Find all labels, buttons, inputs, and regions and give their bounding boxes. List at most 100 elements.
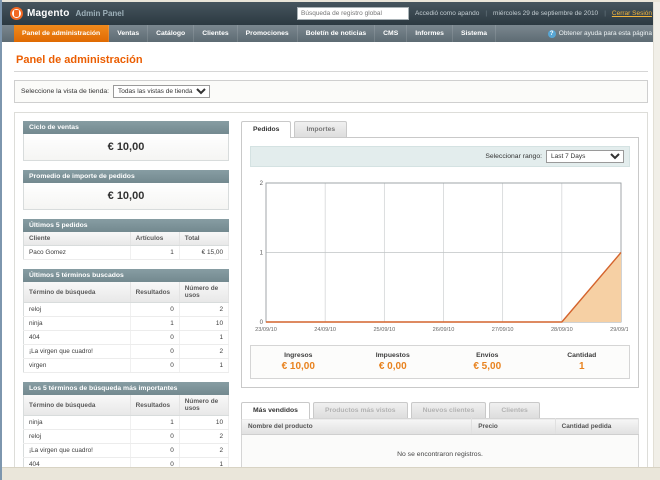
totals-bar: Ingresos € 10,00 Impuestos € 0,00 Envíos… [250,345,630,379]
header-separator: | [485,10,488,17]
nav-item-catalogo[interactable]: Catálogo [148,25,195,42]
col-precio: Precio [471,418,556,435]
col-nombre-producto: Nombre del producto [241,418,473,435]
cell-resultados: 0 [130,302,180,317]
table-row[interactable]: 404 0 1 [23,330,230,345]
window-edge-bottom [2,467,660,480]
svg-text:26/09/10: 26/09/10 [433,327,455,333]
nav-item-boletin[interactable]: Boletín de noticias [298,25,376,42]
cell-usos: 2 [179,429,230,444]
col-resultados: Resultados [130,395,180,416]
average-orders-value: € 10,00 [23,183,229,210]
cell-usos: 10 [179,316,230,331]
get-help-link[interactable]: ? Obtener ayuda para esta página [547,25,652,42]
top-search-terms-title: Los 5 términos de búsqueda más important… [23,382,229,395]
top-search-terms-card: Los 5 términos de búsqueda más important… [23,382,230,480]
table-row[interactable]: Paco Gomez 1 € 15,00 [23,245,230,260]
nav-item-promociones[interactable]: Promociones [238,25,298,42]
logo-title: Magento [27,8,70,19]
total-label: Envíos [476,352,499,359]
nav-item-clientes[interactable]: Clientes [194,25,238,42]
scrollbar-track[interactable] [653,2,660,467]
dashboard-right-column: Pedidos Importes Seleccionar rango: Last… [241,121,640,480]
range-label: Seleccionar rango: [485,153,542,160]
col-cantidad-pedida: Cantidad pedida [555,418,640,435]
total-ingresos: Ingresos € 10,00 [251,352,346,372]
lifetime-sales-value: € 10,00 [23,134,229,161]
orders-tab-panel: Seleccionar rango: Last 7 Days 0 1 2 23/09/… [241,137,639,388]
nav-item-dashboard[interactable]: Panel de administración [14,25,110,42]
total-value: 1 [578,361,585,372]
cell-termino: 404 [23,330,131,345]
average-orders-title: Promedio de importe de pedidos [23,170,229,183]
last-search-terms-card: Últimos 5 términos buscados Término de b… [23,269,230,373]
last-orders-table: Cliente Artículos Total Paco Gomez 1 € 1… [23,232,230,260]
table-row[interactable]: reloj 0 2 [23,429,230,444]
total-label: Ingresos [284,352,313,359]
cell-resultados: 1 [130,316,180,331]
orders-area-chart: 0 1 2 23/09/10 24/09/10 25/09/10 26/09/10 27/09… [255,181,628,333]
logged-in-as: Accedió como apando [415,10,480,17]
total-cantidad: Cantidad 1 [535,352,630,372]
total-value: € 10,00 [281,361,315,372]
last-search-terms-title: Últimos 5 términos buscados [23,269,229,282]
cell-usos: 2 [179,344,230,359]
total-value: € 5,00 [473,361,502,372]
tab-productos-mas-vistos[interactable]: Productos más vistos [312,402,408,418]
cell-resultados: 1 [130,415,180,430]
range-select[interactable]: Last 7 Days [546,150,624,163]
svg-text:29/09/10: 29/09/10 [610,327,628,333]
svg-text:28/09/10: 28/09/10 [551,327,573,333]
tab-nuevos-clientes[interactable]: Nuevos clientes [410,402,487,418]
cell-cliente: Paco Gomez [23,245,131,260]
col-usos: Número de usos [179,395,230,416]
col-total: Total [179,232,230,246]
page-content: Panel de administración Seleccione la vi… [2,42,660,480]
current-date: miércoles 29 de septiembre de 2010 [493,10,599,17]
svg-text:0: 0 [260,320,264,326]
cell-usos: 1 [179,330,230,345]
nav-item-sistema[interactable]: Sistema [453,25,497,42]
dashboard-left-column: Ciclo de ventas € 10,00 Promedio de impo… [23,121,230,480]
table-row[interactable]: ¡La virgen que cuadro! 0 2 [23,344,230,359]
table-row[interactable]: virgen 0 1 [23,358,230,373]
col-termino: Término de búsqueda [23,282,131,303]
table-row[interactable]: ninja 1 10 [23,415,230,430]
global-search-input[interactable] [297,7,409,20]
tab-pedidos[interactable]: Pedidos [241,121,292,138]
svg-text:23/09/10: 23/09/10 [255,327,277,333]
cell-resultados: 0 [130,330,180,345]
table-row[interactable]: ¡La virgen que cuadro! 0 2 [23,443,230,458]
svg-text:24/09/10: 24/09/10 [314,327,336,333]
store-view-label: Seleccione la vista de tienda: [21,88,110,95]
nav-item-informes[interactable]: Informes [407,25,453,42]
logo-subtitle: Admin Panel [75,9,124,18]
tab-mas-vendidos[interactable]: Más vendidos [241,402,310,419]
table-row[interactable]: reloj 0 2 [23,302,230,317]
svg-text:25/09/10: 25/09/10 [373,327,395,333]
last-search-terms-table: Término de búsqueda Resultados Número de… [23,282,230,373]
main-nav: Panel de administración Ventas Catálogo … [2,25,660,42]
top-search-terms-table: Término de búsqueda Resultados Número de… [23,395,230,480]
tab-importes[interactable]: Importes [294,121,348,137]
header-separator: | [604,10,606,17]
chart-tabs: Pedidos Importes [241,121,639,138]
nav-item-ventas[interactable]: Ventas [109,25,149,42]
cell-articulos: 1 [130,245,180,260]
help-label: Obtener ayuda para esta página [558,30,652,37]
cell-resultados: 0 [130,443,180,458]
col-usos: Número de usos [179,282,230,303]
last-orders-title: Últimos 5 pedidos [23,219,229,232]
lifetime-sales-card: Ciclo de ventas € 10,00 [23,121,229,161]
nav-item-cms[interactable]: CMS [375,25,408,42]
tab-clientes[interactable]: Clientes [489,402,540,418]
cell-termino: ninja [23,415,131,430]
store-view-select[interactable]: Todas las vistas de tienda [113,85,211,98]
table-row[interactable]: ninja 1 10 [23,316,230,331]
logout-link[interactable]: Cerrar Sesión [611,10,652,17]
total-label: Cantidad [567,352,597,359]
col-termino: Término de búsqueda [23,395,131,416]
col-articulos: Artículos [130,232,180,246]
cell-termino: reloj [23,302,131,317]
